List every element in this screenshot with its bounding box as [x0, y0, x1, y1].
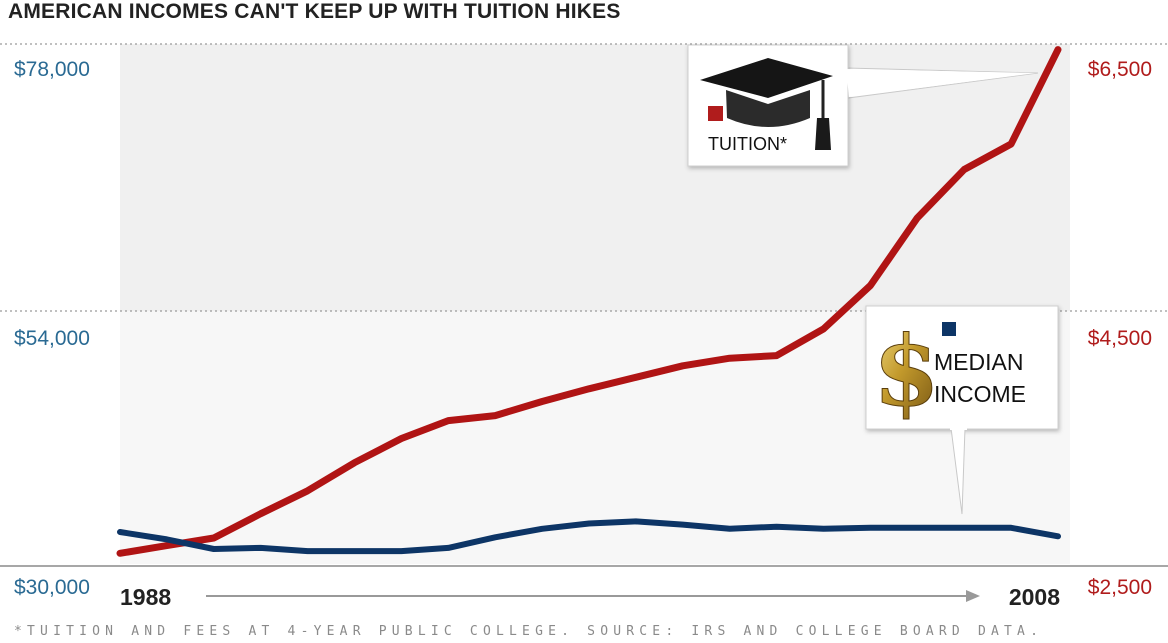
tuition-legend-label: TUITION* — [708, 134, 787, 154]
series-layer — [116, 46, 1062, 557]
plot-background — [120, 44, 1070, 564]
median-income-line — [117, 518, 1061, 555]
footnote: *TUITION AND FEES AT 4-YEAR PUBLIC COLLE… — [14, 624, 1044, 639]
tuition-legend-swatch — [708, 106, 723, 121]
x-end-label: 2008 — [1009, 584, 1060, 610]
right-axis: $2,500 $4,500 $6,500 — [1088, 58, 1152, 599]
tuition-callout: TUITION* — [687, 44, 1039, 167]
income-legend-line2: INCOME — [934, 381, 1026, 407]
income-legend-line1: MEDIAN — [934, 349, 1023, 375]
left-tick-label: $30,000 — [14, 576, 90, 599]
graduation-cap-icon — [700, 58, 833, 150]
right-tick-label: $4,500 — [1088, 327, 1152, 350]
chart-title: AMERICAN INCOMES CAN'T KEEP UP WITH TUIT… — [8, 0, 621, 23]
left-tick-label: $78,000 — [14, 58, 90, 81]
time-arrow-head — [966, 590, 980, 602]
tuition-line — [116, 46, 1062, 557]
line-chart: $30,000 $54,000 $78,000 $2,500 $4,500 $6,500… — [0, 43, 1168, 610]
right-tick-label: $6,500 — [1088, 58, 1152, 81]
income-legend-swatch — [942, 322, 956, 336]
median-income-callout: $ MEDIAN INCOME — [865, 305, 1059, 515]
right-tick-label: $2,500 — [1088, 576, 1152, 599]
left-tick-label: $54,000 — [14, 327, 90, 350]
left-axis: $30,000 $54,000 $78,000 — [14, 58, 90, 599]
x-start-label: 1988 — [120, 584, 171, 610]
svg-text:$: $ — [873, 315, 940, 428]
dollar-sign-icon: $ — [873, 315, 941, 429]
